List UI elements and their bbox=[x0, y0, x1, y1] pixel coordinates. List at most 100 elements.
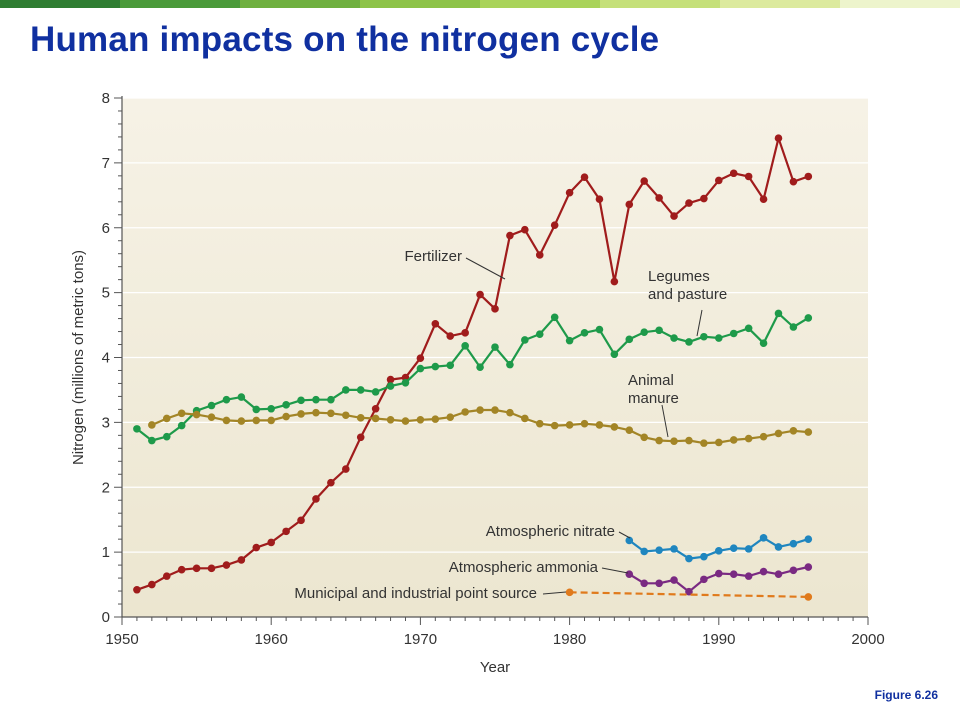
data-point bbox=[148, 580, 156, 589]
series-line bbox=[136, 312, 809, 442]
data-point bbox=[804, 172, 813, 181]
data-point bbox=[446, 361, 455, 370]
x-tick-label: 1960 bbox=[255, 631, 288, 648]
data-point bbox=[506, 231, 514, 240]
data-point bbox=[521, 225, 529, 234]
annotation-text: and pasture bbox=[648, 286, 727, 303]
data-point bbox=[401, 379, 410, 387]
data-point bbox=[625, 200, 634, 209]
data-point bbox=[580, 173, 589, 181]
data-point bbox=[729, 570, 738, 578]
data-point bbox=[207, 413, 216, 421]
data-point bbox=[729, 169, 738, 178]
series-line bbox=[569, 591, 809, 598]
data-point bbox=[565, 421, 574, 429]
data-point bbox=[715, 334, 723, 342]
data-point bbox=[670, 212, 678, 220]
y-tick-label: 6 bbox=[102, 220, 110, 237]
series-3 bbox=[625, 534, 813, 563]
data-point bbox=[222, 561, 231, 569]
data-point bbox=[401, 417, 410, 425]
data-point bbox=[670, 437, 678, 445]
data-point bbox=[252, 405, 261, 414]
data-point bbox=[729, 329, 738, 338]
x-axis-label: Year bbox=[480, 659, 510, 676]
top-bar-segment bbox=[840, 0, 960, 8]
data-point bbox=[535, 251, 544, 259]
data-point bbox=[222, 395, 231, 404]
top-bar-segment bbox=[480, 0, 600, 8]
data-point bbox=[252, 543, 261, 552]
annotation-text: Fertilizer bbox=[404, 248, 462, 265]
data-point bbox=[267, 416, 276, 425]
data-point bbox=[327, 478, 335, 487]
data-point bbox=[446, 332, 455, 340]
data-point bbox=[729, 436, 738, 444]
annotation-text: Atmospheric ammonia bbox=[449, 559, 599, 576]
data-point bbox=[431, 319, 440, 328]
data-point bbox=[162, 432, 171, 441]
data-point bbox=[476, 363, 484, 372]
top-bar-segment bbox=[120, 0, 240, 8]
annotation-text: Municipal and industrial point source bbox=[294, 585, 537, 602]
data-point bbox=[789, 177, 798, 186]
data-point bbox=[625, 536, 634, 545]
data-point bbox=[759, 432, 768, 441]
data-point bbox=[550, 221, 559, 229]
data-point bbox=[192, 564, 201, 573]
data-point bbox=[565, 188, 574, 197]
data-point bbox=[774, 543, 783, 551]
data-point bbox=[759, 534, 768, 542]
annotation-leader bbox=[601, 567, 629, 574]
data-point bbox=[207, 564, 216, 573]
data-point bbox=[640, 547, 648, 556]
data-point bbox=[356, 414, 365, 422]
top-bar-segment bbox=[360, 0, 480, 8]
data-point bbox=[729, 544, 738, 553]
top-bar-segment bbox=[240, 0, 360, 8]
data-point bbox=[700, 439, 708, 447]
data-point bbox=[416, 364, 425, 373]
data-point bbox=[282, 412, 290, 421]
top-bar-segment bbox=[720, 0, 840, 8]
y-tick-label: 7 bbox=[102, 155, 110, 172]
annotation-text: manure bbox=[628, 390, 679, 407]
data-point bbox=[700, 575, 708, 584]
y-tick-label: 3 bbox=[102, 414, 110, 431]
data-point bbox=[804, 563, 813, 571]
data-point bbox=[446, 413, 455, 421]
data-point bbox=[744, 172, 753, 181]
data-point bbox=[655, 579, 663, 588]
series-0 bbox=[133, 134, 813, 594]
data-point bbox=[521, 336, 529, 344]
annotation-leader bbox=[696, 309, 703, 337]
data-point bbox=[267, 538, 276, 547]
data-point bbox=[655, 194, 663, 202]
annotation: Atmospheric ammonia bbox=[449, 559, 629, 576]
data-point bbox=[312, 395, 320, 404]
x-tick-label: 1990 bbox=[702, 631, 735, 648]
data-point bbox=[565, 336, 574, 345]
data-point bbox=[506, 360, 514, 369]
data-point bbox=[461, 329, 469, 337]
data-point bbox=[610, 350, 619, 359]
annotation-leader bbox=[542, 591, 567, 595]
data-point bbox=[521, 414, 529, 423]
data-point bbox=[804, 593, 813, 601]
x-tick-label: 1970 bbox=[404, 631, 437, 648]
data-point bbox=[222, 416, 231, 425]
annotation-text: Atmospheric nitrate bbox=[486, 523, 615, 540]
y-tick-label: 2 bbox=[102, 479, 110, 496]
data-point bbox=[759, 339, 768, 348]
data-point bbox=[700, 194, 708, 203]
data-point bbox=[789, 566, 798, 575]
data-point bbox=[655, 546, 663, 554]
data-point bbox=[789, 323, 798, 331]
data-point bbox=[416, 354, 425, 362]
data-point bbox=[312, 495, 320, 503]
data-point bbox=[297, 410, 305, 418]
data-point bbox=[759, 567, 768, 576]
data-point bbox=[491, 343, 499, 351]
data-point bbox=[297, 516, 305, 525]
data-point bbox=[371, 404, 380, 413]
